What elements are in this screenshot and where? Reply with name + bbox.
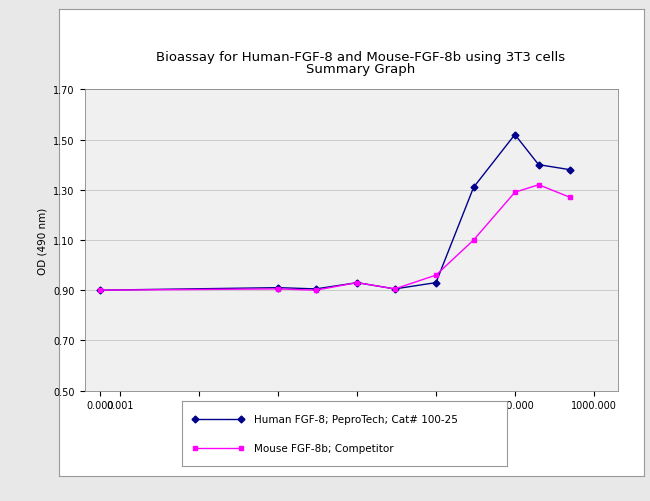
Mouse FGF-8b; Competitor xyxy=(312,288,320,294)
Text: Summary Graph: Summary Graph xyxy=(306,63,415,76)
Line: Human FGF-8; PeproTech; Cat# 100-25: Human FGF-8; PeproTech; Cat# 100-25 xyxy=(98,133,573,293)
Human FGF-8; PeproTech; Cat# 100-25 xyxy=(274,285,282,291)
Human FGF-8; PeproTech; Cat# 100-25 xyxy=(566,167,574,173)
Human FGF-8; PeproTech; Cat# 100-25 xyxy=(391,286,398,292)
Mouse FGF-8b; Competitor xyxy=(566,195,574,201)
Human FGF-8; PeproTech; Cat# 100-25 xyxy=(96,288,104,294)
Mouse FGF-8b; Competitor xyxy=(535,182,543,188)
Human FGF-8; PeproTech; Cat# 100-25 xyxy=(470,185,478,191)
Mouse FGF-8b; Competitor xyxy=(470,237,478,243)
Line: Mouse FGF-8b; Competitor: Mouse FGF-8b; Competitor xyxy=(98,183,573,293)
Text: Mouse FGF-8b; Competitor: Mouse FGF-8b; Competitor xyxy=(254,443,393,453)
Human FGF-8; PeproTech; Cat# 100-25 xyxy=(312,286,320,292)
Mouse FGF-8b; Competitor xyxy=(511,190,519,196)
Human FGF-8; PeproTech; Cat# 100-25 xyxy=(432,280,440,286)
Human FGF-8; PeproTech; Cat# 100-25 xyxy=(535,162,543,168)
X-axis label: h-FGF-8/m-FGF-8b (ng/ml) [log scale]: h-FGF-8/m-FGF-8b (ng/ml) [log scale] xyxy=(254,416,448,426)
Text: Bioassay for Human-FGF-8 and Mouse-FGF-8b using 3T3 cells: Bioassay for Human-FGF-8 and Mouse-FGF-8… xyxy=(156,51,566,64)
Y-axis label: OD (490 nm): OD (490 nm) xyxy=(38,207,47,274)
Mouse FGF-8b; Competitor xyxy=(96,288,104,294)
Human FGF-8; PeproTech; Cat# 100-25 xyxy=(511,132,519,138)
Mouse FGF-8b; Competitor xyxy=(391,286,398,292)
Human FGF-8; PeproTech; Cat# 100-25 xyxy=(353,280,361,286)
Text: Human FGF-8; PeproTech; Cat# 100-25: Human FGF-8; PeproTech; Cat# 100-25 xyxy=(254,414,458,424)
Mouse FGF-8b; Competitor xyxy=(353,280,361,286)
Mouse FGF-8b; Competitor xyxy=(274,286,282,292)
Mouse FGF-8b; Competitor xyxy=(432,273,440,279)
